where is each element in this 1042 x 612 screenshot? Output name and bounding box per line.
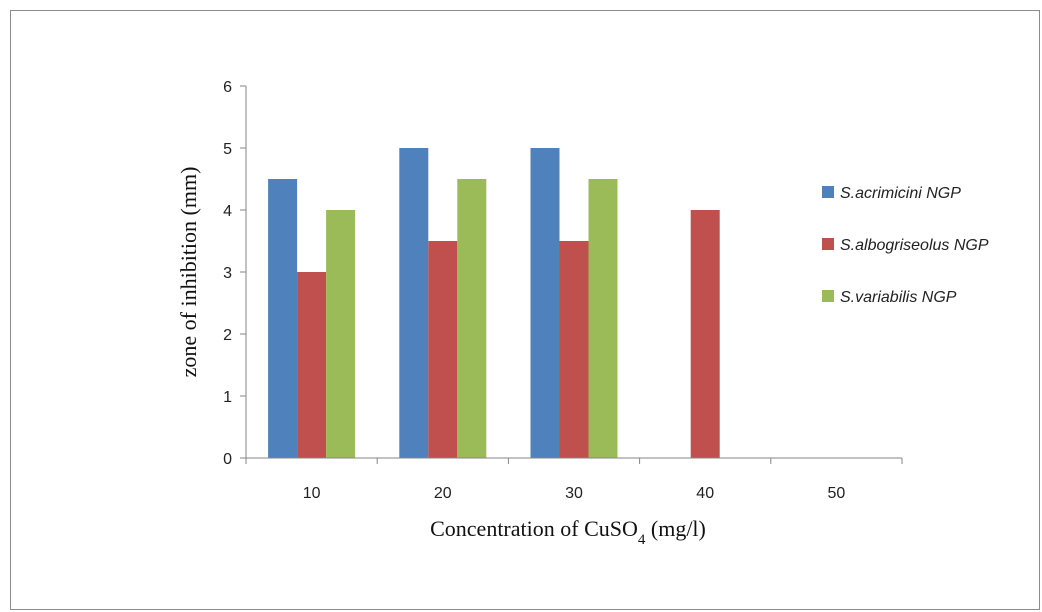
legend-label: S.variabilis NGP xyxy=(840,289,957,306)
bar-salbogriseolusngp-10 xyxy=(297,272,327,458)
x-tick-label: 20 xyxy=(434,485,452,502)
x-tick-label: 10 xyxy=(303,485,321,502)
y-ticks-group: 0 1 2 3 4 5 6 xyxy=(223,79,246,468)
bar-sacrimiciningp-30 xyxy=(530,148,560,458)
y-axis-title: zone of inhibition (mm) xyxy=(176,167,201,378)
x-tick-label: 40 xyxy=(696,485,714,502)
x-axis-title: Concentration of CuSO4 (mg/l) xyxy=(430,516,706,548)
legend-label: S.albogriseolus NGP xyxy=(840,237,989,254)
chart-frame xyxy=(10,10,1040,610)
bar-salbogriseolusngp-40 xyxy=(690,210,720,458)
x-tick-label: 30 xyxy=(565,485,583,502)
x-tick-label: 50 xyxy=(828,485,846,502)
x-axis-title-unit: (mg/l) xyxy=(645,516,706,541)
legend: S.acrimicini NGP S.albogriseolus NGP S.var… xyxy=(822,185,989,306)
y-tick-label: 1 xyxy=(223,389,232,406)
legend-swatch xyxy=(822,186,834,198)
legend-swatch xyxy=(822,290,834,302)
bar-svariabilisngp-10 xyxy=(326,210,356,458)
y-tick-label: 2 xyxy=(223,327,232,344)
y-tick-label: 3 xyxy=(223,265,232,282)
bar-salbogriseolusngp-20 xyxy=(428,241,458,458)
x-ticks-group: 10 20 30 40 50 xyxy=(245,458,903,502)
bar-salbogriseolusngp-30 xyxy=(559,241,589,458)
bar-sacrimiciningp-10 xyxy=(268,179,298,458)
bars-group xyxy=(268,148,720,458)
bar-svariabilisngp-30 xyxy=(588,179,618,458)
y-tick-label: 6 xyxy=(223,79,232,96)
y-tick-label: 0 xyxy=(223,451,232,468)
legend-label: S.acrimicini NGP xyxy=(840,185,961,202)
x-axis-title-main: Concentration of CuSO xyxy=(430,516,638,541)
bar-sacrimiciningp-20 xyxy=(399,148,429,458)
y-tick-label: 5 xyxy=(223,141,232,158)
y-tick-label: 4 xyxy=(223,203,232,220)
legend-swatch xyxy=(822,238,834,250)
x-axis-title-subscript: 4 xyxy=(638,532,646,548)
bar-svariabilisngp-20 xyxy=(457,179,487,458)
